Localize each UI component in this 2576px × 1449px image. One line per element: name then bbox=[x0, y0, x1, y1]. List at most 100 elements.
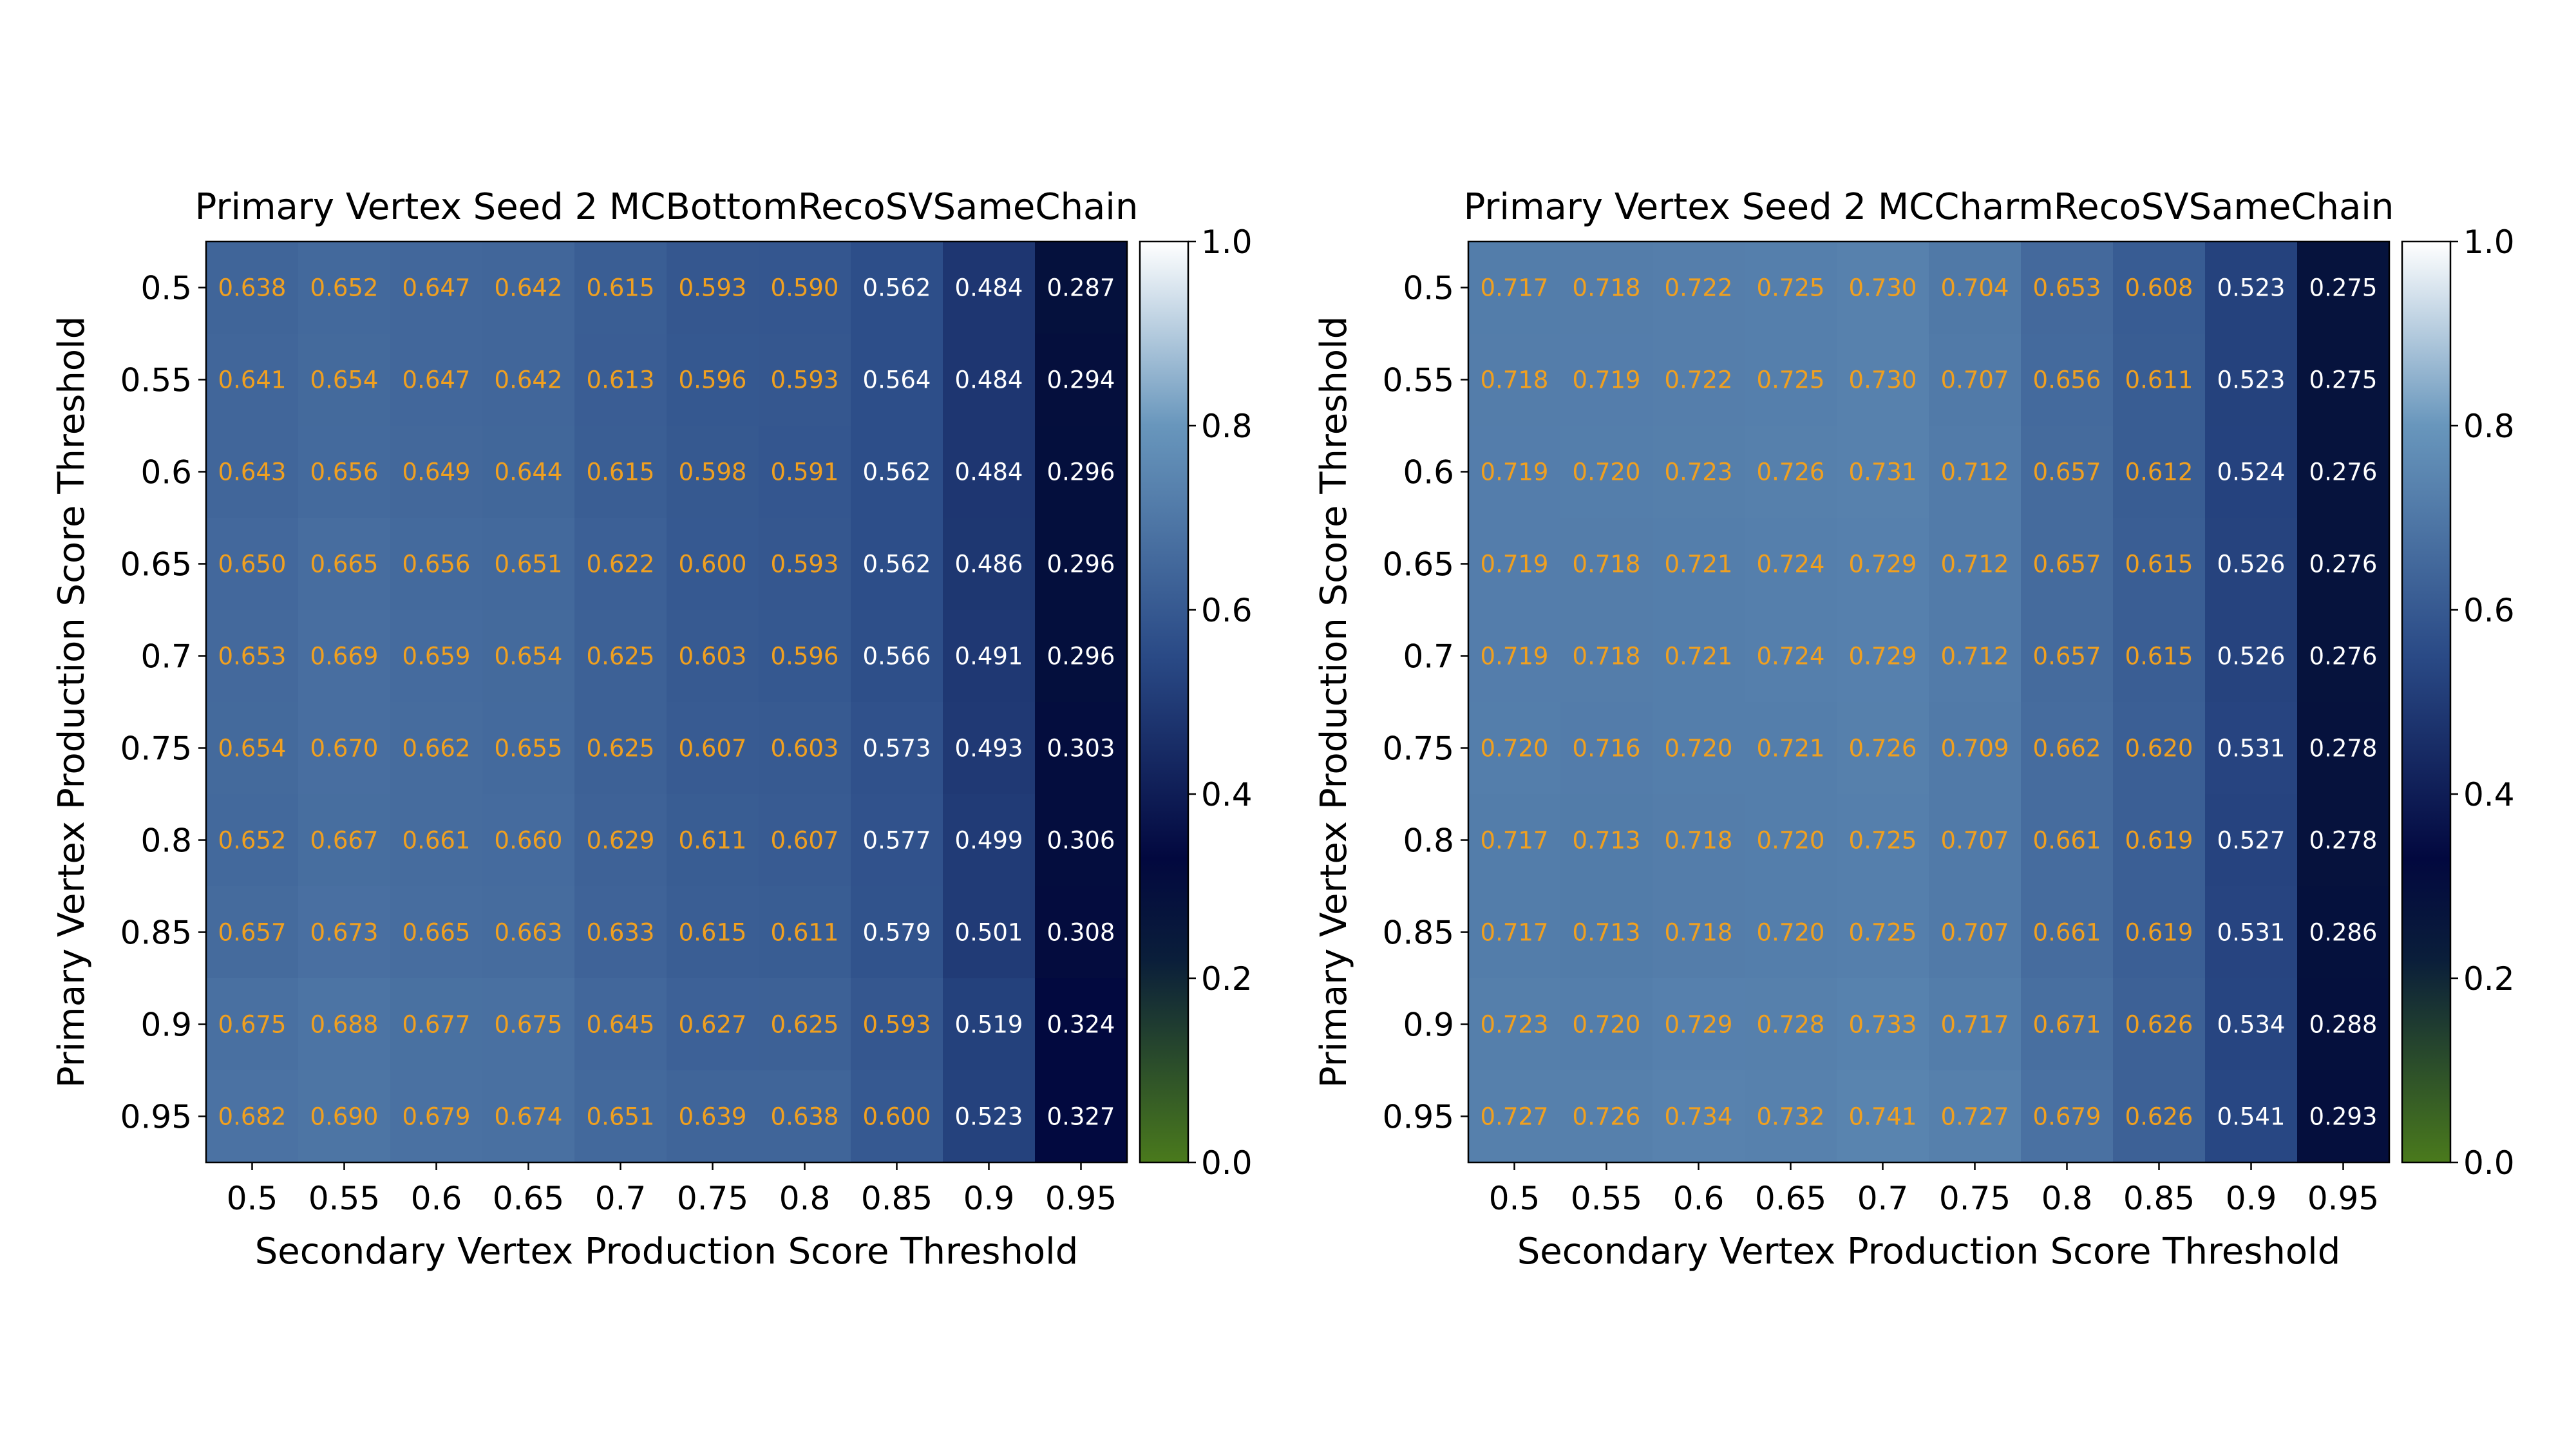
heatmap-cell bbox=[943, 794, 1036, 887]
cell-value-label: 0.716 bbox=[1573, 735, 1641, 762]
heatmap-cell bbox=[1035, 334, 1128, 426]
cell-value-label: 0.306 bbox=[1047, 827, 1115, 855]
cell-value-label: 0.718 bbox=[1481, 366, 1549, 394]
heatmap-cell bbox=[2297, 1070, 2390, 1163]
heatmap-cell bbox=[1653, 242, 1745, 334]
heatmap-cell bbox=[943, 886, 1036, 979]
cell-value-label: 0.526 bbox=[2217, 551, 2286, 578]
cell-value-label: 0.275 bbox=[2309, 274, 2378, 302]
heatmap-cell bbox=[851, 426, 943, 518]
heatmap-cell bbox=[574, 702, 667, 795]
cell-value-label: 0.607 bbox=[679, 735, 747, 762]
y-tick-label: 0.6 bbox=[140, 454, 192, 491]
cell-value-label: 0.524 bbox=[2217, 459, 2286, 486]
heatmap-cell bbox=[667, 702, 759, 795]
y-tick-label: 0.85 bbox=[120, 914, 192, 952]
heatmap-cell bbox=[1468, 702, 1561, 795]
heatmap-cell bbox=[574, 426, 667, 518]
cell-value-label: 0.707 bbox=[1941, 919, 2009, 947]
heatmap-cell bbox=[667, 334, 759, 426]
heatmap-cell bbox=[2205, 334, 2298, 426]
heatmap-cell bbox=[851, 334, 943, 426]
cell-value-label: 0.667 bbox=[310, 827, 379, 855]
cell-value-label: 0.660 bbox=[495, 827, 563, 855]
cell-value-label: 0.682 bbox=[218, 1103, 287, 1131]
heatmap-cell bbox=[206, 426, 299, 518]
y-tick-label: 0.55 bbox=[1383, 362, 1454, 399]
colorbar-gradient bbox=[1140, 242, 1188, 1162]
x-tick-label: 0.9 bbox=[963, 1180, 1015, 1217]
heatmap-cell bbox=[1560, 242, 1653, 334]
cell-value-label: 0.679 bbox=[2033, 1103, 2101, 1131]
heatmap-cell bbox=[1745, 610, 1837, 703]
cell-value-label: 0.562 bbox=[863, 274, 931, 302]
cell-value-label: 0.603 bbox=[771, 735, 839, 762]
heatmap-cell bbox=[2021, 610, 2114, 703]
heatmap-cell bbox=[1468, 518, 1561, 611]
heatmap-cell bbox=[1653, 518, 1745, 611]
cell-value-label: 0.633 bbox=[587, 919, 655, 947]
heatmap-cell bbox=[390, 1070, 483, 1163]
cell-value-label: 0.720 bbox=[1757, 919, 1825, 947]
heatmap-cell bbox=[2021, 886, 2114, 979]
heatmap-cell bbox=[1560, 978, 1653, 1071]
heatmap-cell bbox=[1035, 794, 1128, 887]
cell-value-label: 0.724 bbox=[1757, 551, 1825, 578]
cell-value-label: 0.651 bbox=[587, 1103, 655, 1131]
heatmap-cell bbox=[2021, 518, 2114, 611]
colorbar-tick-label: 0.2 bbox=[1201, 960, 1253, 998]
heatmap-cell bbox=[667, 518, 759, 611]
x-tick-label: 0.75 bbox=[677, 1180, 748, 1217]
heatmap-cell bbox=[2021, 242, 2114, 334]
cell-value-label: 0.725 bbox=[1757, 366, 1825, 394]
heatmap-cell bbox=[2021, 794, 2114, 887]
heatmap-cell bbox=[298, 886, 391, 979]
cell-value-label: 0.653 bbox=[218, 643, 287, 670]
y-tick-label: 0.5 bbox=[140, 270, 192, 307]
cell-value-label: 0.523 bbox=[2217, 274, 2286, 302]
y-axis-label: Primary Vertex Production Score Threshol… bbox=[51, 316, 93, 1088]
y-tick-label: 0.65 bbox=[120, 546, 192, 583]
cell-value-label: 0.484 bbox=[955, 366, 1023, 394]
heatmap-cell bbox=[2297, 978, 2390, 1071]
cell-value-label: 0.615 bbox=[2125, 551, 2193, 578]
heatmap-cell bbox=[851, 242, 943, 334]
cell-value-label: 0.720 bbox=[1573, 1011, 1641, 1039]
cell-value-label: 0.662 bbox=[2033, 735, 2101, 762]
x-tick-label: 0.5 bbox=[227, 1180, 278, 1217]
cell-value-label: 0.717 bbox=[1481, 827, 1549, 855]
cell-value-label: 0.727 bbox=[1941, 1103, 2009, 1131]
cell-value-label: 0.639 bbox=[679, 1103, 747, 1131]
cell-value-label: 0.661 bbox=[2033, 827, 2101, 855]
cell-value-label: 0.493 bbox=[955, 735, 1023, 762]
heatmap-cell bbox=[390, 426, 483, 518]
heatmap-cell bbox=[574, 1070, 667, 1163]
heatmap-cell bbox=[390, 610, 483, 703]
x-axis-ticks: 0.5 0.55 0.6 0.65 0.7 0.75 0.8 0.85 0.9 0.95 bbox=[1489, 1162, 2379, 1217]
cell-value-label: 0.484 bbox=[955, 274, 1023, 302]
cell-value-label: 0.647 bbox=[402, 366, 471, 394]
heatmap-cell bbox=[206, 702, 299, 795]
heatmap-cell bbox=[667, 978, 759, 1071]
cell-value-label: 0.730 bbox=[1849, 274, 1917, 302]
cell-value-label: 0.625 bbox=[587, 735, 655, 762]
heatmap-cell bbox=[1560, 702, 1653, 795]
heatmap-cell bbox=[1929, 610, 2022, 703]
heatmap-cell bbox=[851, 702, 943, 795]
heatmap-cell bbox=[943, 518, 1036, 611]
cell-value-label: 0.608 bbox=[2125, 274, 2193, 302]
heatmap-cell bbox=[298, 610, 391, 703]
heatmap-cell bbox=[2113, 794, 2206, 887]
colorbar-tick-label: 1.0 bbox=[1201, 223, 1253, 261]
heatmap-cell bbox=[390, 886, 483, 979]
cell-value-label: 0.729 bbox=[1849, 551, 1917, 578]
cell-value-label: 0.725 bbox=[1849, 827, 1917, 855]
heatmap-cell bbox=[482, 518, 575, 611]
cell-value-label: 0.704 bbox=[1941, 274, 2009, 302]
cell-value-label: 0.531 bbox=[2217, 919, 2286, 947]
cell-value-label: 0.718 bbox=[1665, 827, 1733, 855]
cell-value-label: 0.721 bbox=[1665, 643, 1733, 670]
x-axis-label: Secondary Vertex Production Score Thresh… bbox=[1517, 1231, 2341, 1273]
heatmap-cell bbox=[2113, 610, 2206, 703]
cell-value-label: 0.278 bbox=[2309, 735, 2378, 762]
